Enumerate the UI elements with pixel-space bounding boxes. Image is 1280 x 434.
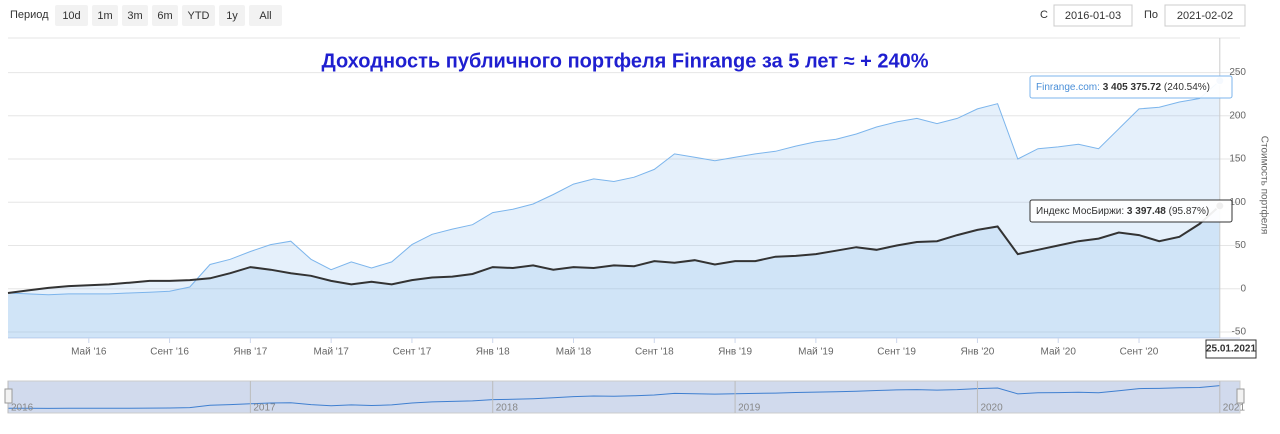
series-area [8, 205, 1220, 338]
range-button-label[interactable]: 3m [127, 10, 142, 22]
crosshair-label-box [1205, 339, 1257, 359]
navigator-tick-label: 2021 [1223, 403, 1246, 414]
range-button[interactable] [152, 5, 178, 26]
y-tick-label: 250 [1229, 67, 1246, 78]
y-tick-label: 150 [1229, 154, 1246, 165]
navigator-handle[interactable] [1236, 388, 1245, 404]
from-label: С [1040, 9, 1048, 21]
to-input[interactable] [1164, 4, 1246, 27]
x-tick-label: Май '19 [798, 347, 834, 358]
navigator-tick-label: 2017 [253, 403, 276, 414]
tooltip-box [1029, 199, 1233, 223]
x-tick-label: Май '16 [71, 347, 107, 358]
tooltip-change: (95.87%) [1169, 206, 1210, 217]
range-button[interactable] [219, 5, 245, 26]
range-button-label[interactable]: 1m [97, 10, 112, 22]
y-tick-label: 200 [1229, 110, 1246, 121]
range-button-label[interactable]: 1y [226, 10, 238, 22]
tooltip-text: Индекс МосБиржи: 3 397.48 (95.87%) [1036, 206, 1209, 217]
tooltip-value: 3 405 375.72 [1103, 82, 1162, 93]
range-button[interactable] [249, 5, 282, 26]
y-axis-title: Стоимость портфеля [1258, 136, 1270, 234]
x-tick-label: Сент '18 [635, 347, 674, 358]
series-line [7, 80, 1221, 296]
tooltip-label: Finrange.com: [1036, 82, 1100, 93]
from-input[interactable] [1053, 4, 1133, 27]
series-area [8, 80, 1220, 339]
x-tick-label: Янв '19 [718, 347, 752, 358]
tooltip-label: Индекс МосБиржи: [1036, 206, 1124, 217]
navigator-tick-label: 2019 [738, 403, 761, 414]
x-tick-label: Май '20 [1041, 347, 1077, 358]
x-tick-label: Сент '19 [877, 347, 916, 358]
navigator-tick-label: 2016 [11, 403, 34, 414]
crosshair-label: 25.01.2021 [1206, 344, 1256, 355]
x-tick-label: Сент '16 [150, 347, 189, 358]
chart-title: Доходность публичного портфеля Finrange … [321, 50, 928, 72]
x-tick-label: Сент '20 [1120, 347, 1159, 358]
range-button-label[interactable]: All [259, 10, 271, 22]
navigator-handle[interactable] [4, 388, 13, 404]
range-button[interactable] [122, 5, 148, 26]
x-tick-label: Янв '20 [961, 347, 995, 358]
navigator-line [7, 385, 1220, 409]
navigator-tick-label: 2018 [496, 403, 519, 414]
tooltip-change: (240.54%) [1164, 82, 1210, 93]
period-label: Период [10, 9, 49, 21]
range-button[interactable] [182, 5, 215, 26]
range-button-label[interactable]: 6m [157, 10, 172, 22]
x-tick-label: Сент '17 [393, 347, 432, 358]
range-button[interactable] [92, 5, 118, 26]
x-tick-label: Май '17 [313, 347, 349, 358]
y-tick-label: -50 [1232, 327, 1247, 338]
to-value[interactable]: 2021-02-02 [1177, 10, 1233, 22]
y-tick-label: 50 [1235, 240, 1247, 251]
to-label: По [1144, 9, 1158, 21]
from-value[interactable]: 2016-01-03 [1065, 10, 1121, 22]
tooltip-value: 3 397.48 [1127, 206, 1166, 217]
tooltip-box [1029, 75, 1233, 99]
y-tick-label: 0 [1240, 283, 1246, 294]
series-line [7, 205, 1221, 294]
navigator-tick-label: 2020 [980, 403, 1003, 414]
y-tick-label: 100 [1229, 197, 1246, 208]
range-button-label[interactable]: 10d [62, 10, 80, 22]
range-button-label[interactable]: YTD [188, 10, 210, 22]
navigator-bg [7, 380, 1241, 414]
x-tick-label: Янв '17 [233, 347, 267, 358]
x-tick-label: Май '18 [556, 347, 592, 358]
x-tick-label: Янв '18 [476, 347, 510, 358]
range-button[interactable] [55, 5, 88, 26]
tooltip-text: Finrange.com: 3 405 375.72 (240.54%) [1036, 82, 1210, 93]
